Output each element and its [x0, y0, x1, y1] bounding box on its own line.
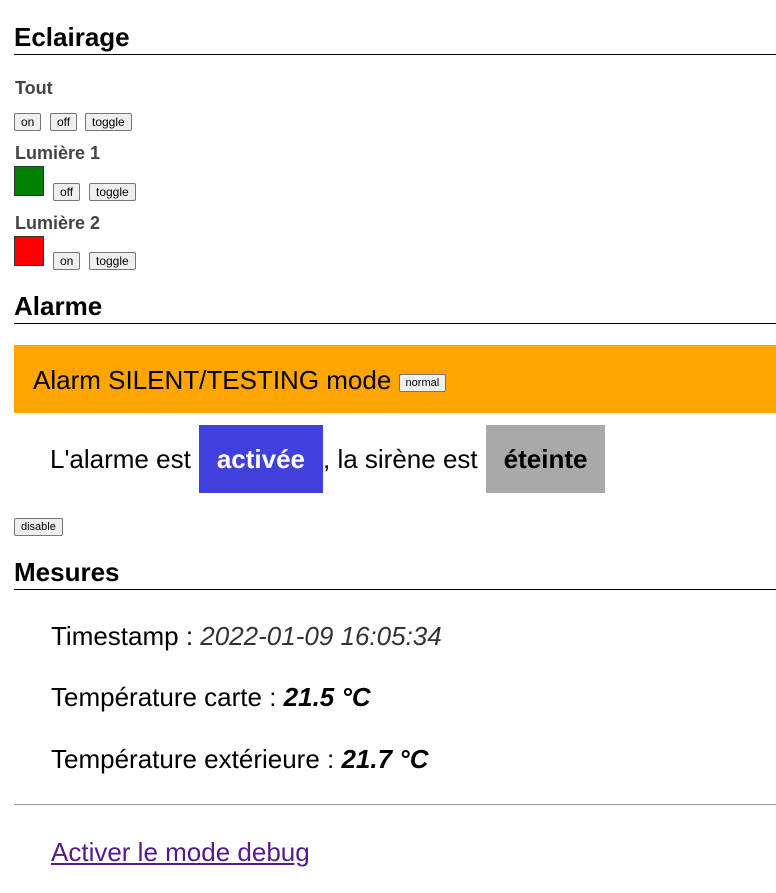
section-title-alarme: Alarme: [14, 291, 776, 324]
measure-timestamp: Timestamp : 2022-01-09 16:05:34: [51, 621, 442, 651]
temp-carte-value: 21.5 °C: [283, 682, 371, 712]
section-title-eclairage: Eclairage: [14, 22, 776, 55]
lumiere-1-off-button[interactable]: off: [53, 183, 81, 201]
siren-state-badge: éteinte: [485, 425, 606, 493]
tout-off-button[interactable]: off: [50, 113, 78, 131]
measure-temp-ext: Température extérieure : 21.7 °C: [51, 744, 428, 774]
alarm-state-badge: activée: [198, 425, 323, 493]
normal-mode-button[interactable]: normal: [398, 374, 447, 392]
alarm-mode-label: Alarm SILENT/TESTING mode: [33, 365, 392, 395]
debug-mode-link[interactable]: Activer le mode debug: [51, 837, 310, 867]
timestamp-value: 2022-01-09 16:05:34: [200, 621, 442, 651]
temp-carte-label: Température carte :: [51, 682, 284, 712]
section-title-mesures: Mesures: [14, 557, 776, 590]
lumiere-2-toggle-button[interactable]: toggle: [89, 252, 136, 270]
lumiere-2-on-button[interactable]: on: [53, 252, 81, 270]
timestamp-label: Timestamp :: [51, 621, 201, 651]
tout-on-button[interactable]: on: [14, 113, 42, 131]
alarm-mode-text: Alarm SILENT/TESTING mode normal: [33, 365, 447, 395]
alarm-status-prefix: L'alarme est: [50, 443, 191, 474]
lumiere-1-toggle-button[interactable]: toggle: [89, 183, 136, 201]
disable-alarm-button[interactable]: disable: [14, 518, 63, 536]
temp-ext-value: 21.7 °C: [341, 744, 429, 774]
lumiere-1-state-indicator: [14, 166, 44, 196]
alarm-mode-banner: Alarm SILENT/TESTING mode normal: [14, 345, 776, 413]
group-label-tout: Tout: [15, 78, 53, 98]
siren-status-prefix: , la sirène est: [323, 443, 478, 474]
group-label-lumiere-2: Lumière 2: [15, 213, 101, 233]
divider: [14, 804, 776, 805]
measure-temp-carte: Température carte : 21.5 °C: [51, 682, 371, 712]
group-label-lumiere-1: Lumière 1: [15, 143, 101, 163]
temp-ext-label: Température extérieure :: [51, 744, 342, 774]
lumiere-2-state-indicator: [14, 236, 44, 266]
alarm-status-line: L'alarme est activée , la sirène est éte…: [50, 425, 606, 493]
tout-toggle-button[interactable]: toggle: [85, 113, 132, 131]
